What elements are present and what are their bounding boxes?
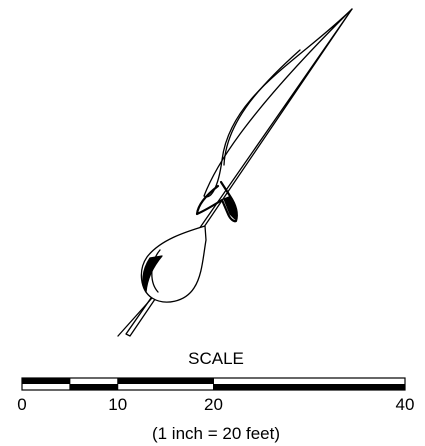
scale-bar-segment [213,384,405,390]
scale-tick-label: 20 [204,395,223,414]
north-arrow-tail [117,297,153,337]
north-arrow-lower-loop-inner [151,249,161,293]
scale-bar-segment [69,384,118,390]
north-arrow-upper-ribbon-inner [223,49,301,166]
scale-bar-segment [117,378,214,384]
scale-title: SCALE [188,349,244,368]
scale-tick-labels: 0 10 20 40 [17,395,414,414]
scale-tick-label: 40 [396,395,415,414]
scale-bar-segments [21,377,406,391]
north-arrow-n-twist-fill [223,196,237,220]
north-arrow-upper-ribbon [203,8,353,198]
scale-tick-label: 0 [17,395,26,414]
scale-bar-segment [22,378,70,384]
north-arrow [117,8,353,337]
north-arrow-n-twist [195,180,238,223]
scale-ratio-text: (1 inch = 20 feet) [152,424,280,443]
scale-bar: SCALE 0 10 20 40 (1 inch = 20 feet) [17,349,414,443]
scale-tick-label: 10 [108,395,127,414]
north-arrow-lower-loop-shade [142,255,163,293]
